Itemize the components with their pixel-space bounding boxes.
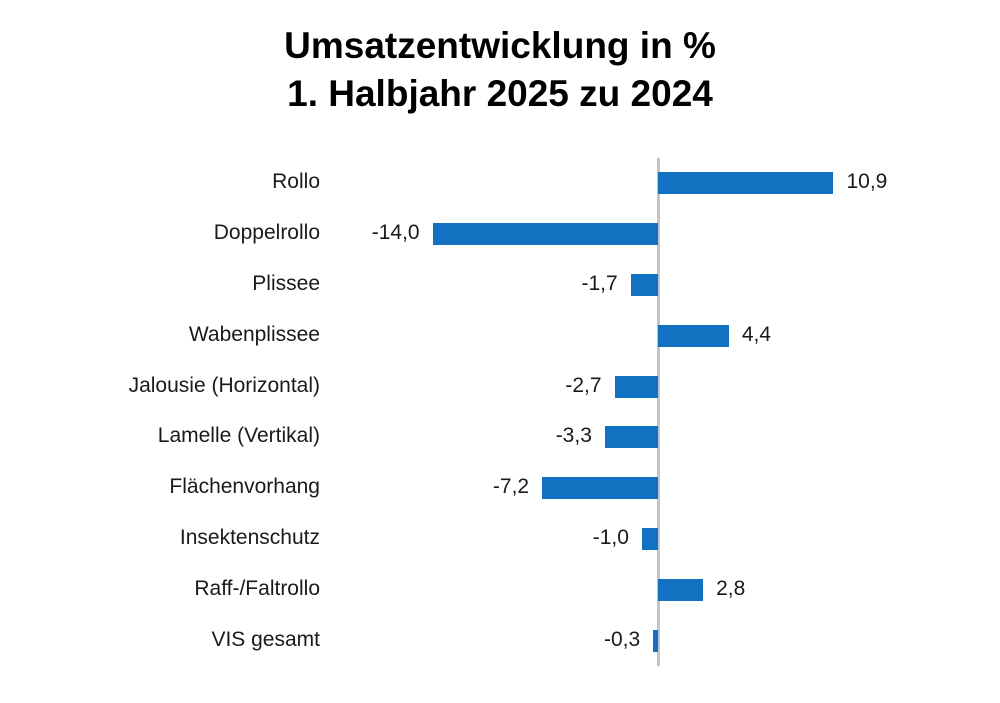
bar xyxy=(641,528,658,550)
bar xyxy=(542,477,658,500)
bar xyxy=(432,223,658,246)
category-label: Raff-/Faltrollo xyxy=(194,576,320,600)
bar xyxy=(658,172,834,195)
value-label: -7,2 xyxy=(492,475,530,499)
chart-title-line1: Umsatzentwicklung in % xyxy=(284,25,716,66)
value-label: 10,9 xyxy=(846,170,888,194)
category-label: Lamelle (Vertikal) xyxy=(157,424,320,448)
category-label: Plissee xyxy=(252,272,320,295)
bar xyxy=(653,629,658,652)
value-label: 2,8 xyxy=(716,576,746,600)
bar xyxy=(630,274,658,296)
value-label: -1,7 xyxy=(581,272,618,295)
value-label: -2,7 xyxy=(565,373,602,397)
chart-title: Umsatzentwicklung in % 1. Halbjahr 2025 … xyxy=(0,22,1000,118)
bar xyxy=(658,324,729,347)
category-label: Wabenplissee xyxy=(188,322,320,346)
category-label: Insektenschutz xyxy=(179,526,320,549)
value-label: -14,0 xyxy=(371,221,420,245)
value-label: -1,0 xyxy=(592,526,629,549)
value-label: -3,3 xyxy=(555,424,592,448)
value-label: 4,4 xyxy=(741,322,772,346)
plot-area: Rollo 10,9 Doppelrollo -14,0 Plissee -1,7 Wabe… xyxy=(0,158,1000,670)
category-label: Rollo xyxy=(272,170,320,194)
category-label: Flächenvorhang xyxy=(169,475,320,499)
bar xyxy=(614,375,658,398)
category-label: VIS gesamt xyxy=(211,627,320,651)
chart-title-line2: 1. Halbjahr 2025 zu 2024 xyxy=(287,73,713,114)
bar xyxy=(658,578,704,601)
zero-axis-line xyxy=(657,158,660,666)
bar xyxy=(604,426,658,449)
category-label: Jalousie (Horizontal) xyxy=(128,373,320,397)
category-label: Doppelrollo xyxy=(213,221,320,245)
value-label: -0,3 xyxy=(603,627,641,651)
